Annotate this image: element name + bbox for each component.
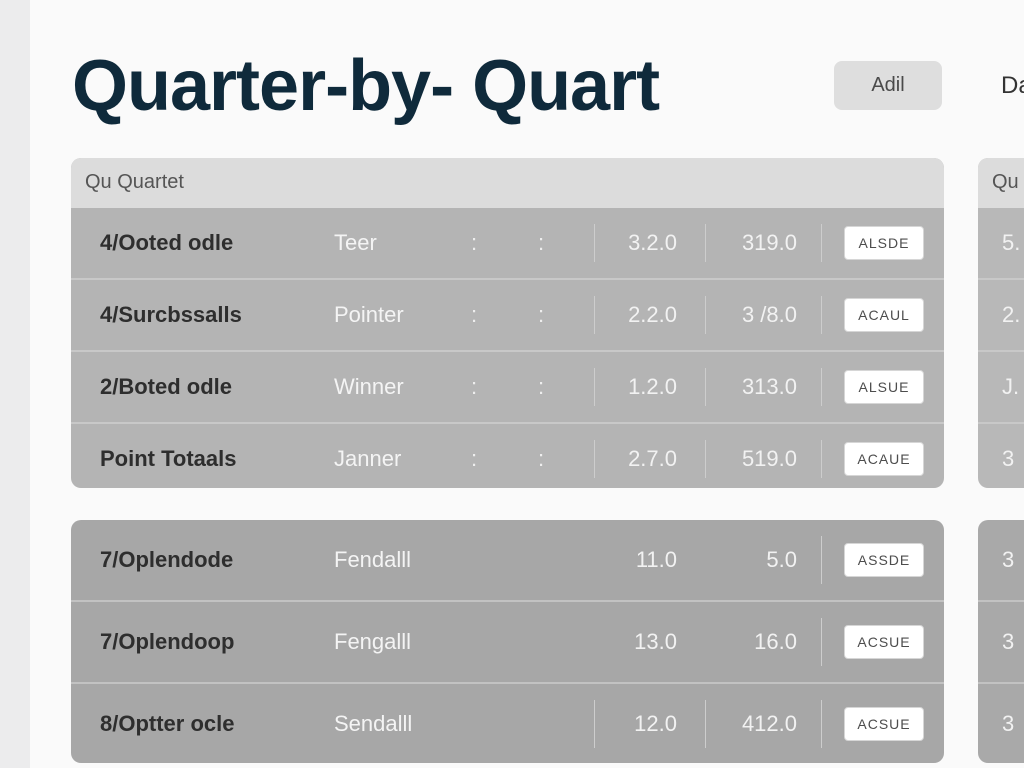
row-type: Pointer — [334, 302, 404, 327]
column-divider — [821, 224, 822, 262]
row-value-1: 2.7.0 — [628, 446, 677, 471]
side-row: 3 — [978, 422, 1024, 488]
column-divider — [705, 440, 706, 478]
row-value-2: 3 /8.0 — [741, 302, 797, 327]
table-row: 4/Surcbssalls Pointer : : 2.2.0 3 /8.0 A… — [71, 278, 944, 350]
row-colon: : — [538, 302, 545, 327]
quarter-table-card: Qu Quartet 4/Ooted odle Teer : : 3.2.0 3… — [71, 158, 944, 488]
row-colon: : — [471, 230, 478, 255]
row-value-2: 313.0 — [741, 374, 797, 399]
row-name: 4/Ooted odle — [100, 230, 234, 255]
side-row: J. — [978, 350, 1024, 422]
header-truncated-text: Da — [1001, 72, 1024, 99]
row-action-button[interactable]: ACAUE — [844, 442, 924, 476]
row-type: Winner — [334, 374, 404, 399]
side-row: 5. — [1002, 230, 1021, 255]
row-type: Fengalll — [334, 629, 412, 654]
side-row: 3 — [978, 682, 1024, 763]
row-value-1: 1.2.0 — [628, 374, 677, 399]
row-value-2: 5.0 — [766, 547, 797, 572]
row-name: 7/Oplendoop — [100, 629, 235, 654]
add-button[interactable]: Adil — [834, 61, 942, 110]
table-row: 8/Optter ocle Sendalll 12.0 412.0 ACSUE — [71, 682, 944, 763]
row-action-button[interactable]: ACSUE — [844, 707, 924, 741]
row-colon: : — [538, 446, 545, 471]
row-value-1: 2.2.0 — [628, 302, 677, 327]
row-value-1: 3.2.0 — [628, 230, 677, 255]
row-type: Sendalll — [334, 711, 413, 736]
row-name: 7/Oplendode — [100, 547, 234, 572]
table-row: 7/Oplendoop Fengalll 13.0 16.0 ACSUE — [71, 600, 944, 682]
row-colon: : — [471, 302, 478, 327]
row-action-button[interactable]: ALSUE — [844, 370, 924, 404]
side-summary-card: 3 3 3 — [978, 520, 1024, 763]
row-action-button[interactable]: ASSDE — [844, 543, 924, 577]
row-colon: : — [471, 374, 478, 399]
table-row: 7/Oplendode Fendalll 11.0 5.0 ASSDE — [71, 520, 944, 600]
row-value-2: 16.0 — [754, 629, 797, 654]
row-name: 2/Boted odle — [100, 374, 233, 399]
table-row: 4/Ooted odle Teer : : 3.2.0 319.0 ALSDE — [71, 208, 944, 278]
column-divider — [594, 368, 595, 406]
side-row: 3 — [1002, 547, 1015, 572]
column-divider — [705, 224, 706, 262]
left-gutter — [0, 0, 30, 768]
row-action-button[interactable]: ALSDE — [844, 226, 924, 260]
row-name: 4/Surcbssalls — [100, 302, 242, 327]
column-divider — [821, 368, 822, 406]
column-divider — [821, 440, 822, 478]
row-colon: : — [471, 446, 478, 471]
row-name: Point Totaals — [100, 446, 237, 471]
row-colon: : — [538, 374, 545, 399]
column-divider — [594, 700, 595, 748]
row-type: Janner — [334, 446, 402, 471]
side-table-card: Qu 5. 2. J. 3 — [978, 158, 1024, 488]
row-type: Teer — [334, 230, 377, 255]
table-row: Point Totaals Janner : : 2.7.0 519.0 ACA… — [71, 422, 944, 488]
page-title: Quarter-by- Quart — [72, 46, 660, 126]
row-value-1: 12.0 — [634, 711, 677, 736]
column-divider — [705, 368, 706, 406]
column-divider — [705, 700, 706, 748]
row-value-1: 13.0 — [634, 629, 677, 654]
row-value-2: 412.0 — [741, 711, 797, 736]
row-action-button[interactable]: ACAUL — [844, 298, 924, 332]
row-value-2: 319.0 — [741, 230, 797, 255]
row-value-1: 11.0 — [635, 547, 677, 572]
row-value-2: 519.0 — [741, 446, 797, 471]
column-divider — [821, 700, 822, 748]
row-type: Fendalll — [334, 547, 412, 572]
column-divider — [594, 440, 595, 478]
column-divider — [821, 618, 822, 666]
row-colon: : — [538, 230, 545, 255]
table-row: 2/Boted odle Winner : : 1.2.0 313.0 ALSU… — [71, 350, 944, 422]
column-divider — [821, 536, 822, 584]
row-action-button[interactable]: ACSUE — [844, 625, 924, 659]
row-name: 8/Optter ocle — [100, 711, 235, 736]
column-divider — [705, 296, 706, 334]
side-row: 3 — [978, 600, 1024, 682]
side-row: 2. — [978, 278, 1024, 350]
column-divider — [594, 296, 595, 334]
column-divider — [821, 296, 822, 334]
card-header: Qu Quartet — [71, 158, 944, 208]
quarter-summary-card: 7/Oplendode Fendalll 11.0 5.0 ASSDE 7/Op… — [71, 520, 944, 763]
side-card-header: Qu — [978, 158, 1024, 208]
column-divider — [594, 224, 595, 262]
